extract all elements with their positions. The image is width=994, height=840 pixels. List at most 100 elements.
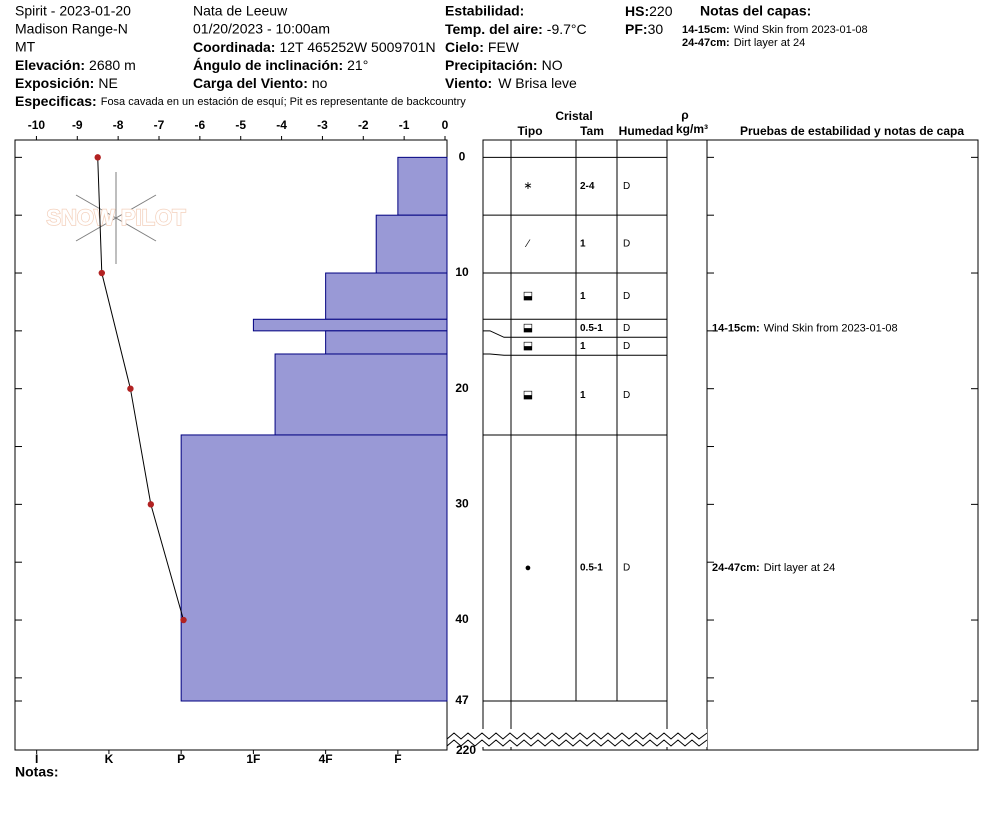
note-range: 14-15cm: <box>682 24 730 36</box>
value: 12T 465252W 5009701N <box>279 39 435 55</box>
moisture: D <box>623 323 630 334</box>
label: HS: <box>625 3 649 19</box>
value: NE <box>98 75 117 91</box>
grain-type: ● <box>525 562 532 574</box>
note-range: 14-15cm: <box>712 322 760 334</box>
grain-size: 1 <box>580 390 586 401</box>
table-frame <box>482 139 979 751</box>
column-lines <box>510 140 708 750</box>
grain-type: ⁄ <box>524 238 531 250</box>
label: Coordinada: <box>193 39 275 55</box>
site: Spirit - 2023-01-20 <box>15 3 131 19</box>
grain-size: 1 <box>580 341 586 352</box>
layer-connector <box>483 330 511 338</box>
col-rho: ρ <box>681 108 688 122</box>
grain-size: 1 <box>580 291 586 302</box>
hs: HS:220 <box>625 3 673 19</box>
notes-label: Notas: <box>15 764 59 780</box>
wind: Viento: W Brisa leve <box>445 75 577 91</box>
temperature-point <box>180 616 187 624</box>
datetime: 01/20/2023 - 10:00am <box>193 21 330 37</box>
hardness-tick-label: P <box>177 752 185 766</box>
specifics: Especificas: Fosa cavada en un estación d… <box>15 93 466 109</box>
col-tam: Tam <box>580 124 604 138</box>
hardness-tick-label: I <box>35 752 38 766</box>
note-range: 24-47cm: <box>712 562 760 574</box>
stability: Estabilidad: <box>445 3 524 19</box>
value: 21° <box>347 57 368 73</box>
header-layer-note: 14-15cm: Wind Skin from 2023-01-08 <box>682 24 868 36</box>
y-tick-label: 0 <box>459 150 466 164</box>
label: Exposición: <box>15 75 94 91</box>
col-cristal: Cristal <box>555 109 592 123</box>
x-tick-label: -5 <box>235 118 246 132</box>
col-tipo: Tipo <box>517 124 542 138</box>
moisture: D <box>623 239 630 250</box>
wind-load: Carga del Viento: no <box>193 75 328 91</box>
pf: PF:30 <box>625 21 663 37</box>
hardness-bar <box>180 434 448 702</box>
slope: Ángulo de inclinación: 21° <box>193 57 368 73</box>
hardness-bar <box>325 272 448 320</box>
header-layer-note: 24-47cm: Dirt layer at 24 <box>682 37 805 49</box>
x-tick-label: -3 <box>317 118 328 132</box>
temperature-point <box>94 154 101 161</box>
label: Ángulo de inclinación: <box>193 57 343 73</box>
temperature-point <box>98 269 106 277</box>
label: Cielo: <box>445 39 484 55</box>
label: Precipitación: <box>445 57 538 73</box>
moisture: D <box>623 341 630 352</box>
layer-connector <box>483 353 511 356</box>
layer-notes-title: Notas del capas: <box>700 3 811 19</box>
hardness-tick-label: 4F <box>319 752 333 766</box>
x-tick-label: -6 <box>195 118 206 132</box>
note-range: 24-47cm: <box>682 37 730 49</box>
coords: Coordinada: 12T 465252W 5009701N <box>193 39 436 55</box>
hardness-bar <box>375 214 448 274</box>
temperature-point <box>127 385 134 392</box>
value: FEW <box>488 39 520 55</box>
grain-size: 1 <box>580 239 586 250</box>
x-tick-label: -7 <box>154 118 165 132</box>
observer: Nata de Leeuw <box>193 3 288 19</box>
col-humedad: Humedad <box>619 124 674 138</box>
hardness-bar <box>274 353 448 436</box>
grain-type: ∗ <box>523 180 532 192</box>
hardness-bar <box>397 156 448 216</box>
label: Carga del Viento: <box>193 75 308 91</box>
snowflake <box>75 172 157 264</box>
note-text: Dirt layer at 24 <box>764 562 836 574</box>
y-tick-label: 10 <box>455 265 469 279</box>
label: Temp. del aire: <box>445 21 543 37</box>
aspect: Exposición: NE <box>15 75 118 91</box>
grain-size: 0.5-1 <box>580 323 603 334</box>
y-tick-label: 40 <box>455 612 469 626</box>
state: MT <box>15 39 36 55</box>
col-density-unit: kg/m³ <box>676 122 708 136</box>
depth-break <box>446 729 708 747</box>
x-tick-label: 0 <box>442 118 449 132</box>
value: W Brisa leve <box>498 75 577 91</box>
grain-type: ⬓ <box>523 322 533 334</box>
x-tick-label: -2 <box>358 118 369 132</box>
hardness-bar <box>325 330 448 355</box>
value: 2680 m <box>89 57 136 73</box>
hardness-tick-label: 1F <box>246 752 260 766</box>
y-tick-label: 30 <box>455 497 469 511</box>
y-tick-label: 20 <box>455 381 469 395</box>
label: Especificas: <box>15 93 97 109</box>
value: no <box>312 75 328 91</box>
moisture: D <box>623 390 630 401</box>
note-text: Wind Skin from 2023-01-08 <box>734 24 868 36</box>
grain-size: 0.5-1 <box>580 563 603 574</box>
precip: Precipitación: NO <box>445 57 563 73</box>
x-tick-label: -1 <box>399 118 410 132</box>
layer-note: 24-47cm: Dirt layer at 24 <box>712 562 835 574</box>
air-temp: Temp. del aire: -9.7°C <box>445 21 587 37</box>
sky: Cielo: FEW <box>445 39 520 55</box>
total-depth-label: 220 <box>456 743 476 757</box>
grain-size: 2-4 <box>580 181 595 192</box>
hardness-bar <box>252 318 448 332</box>
value: -9.7°C <box>547 21 587 37</box>
